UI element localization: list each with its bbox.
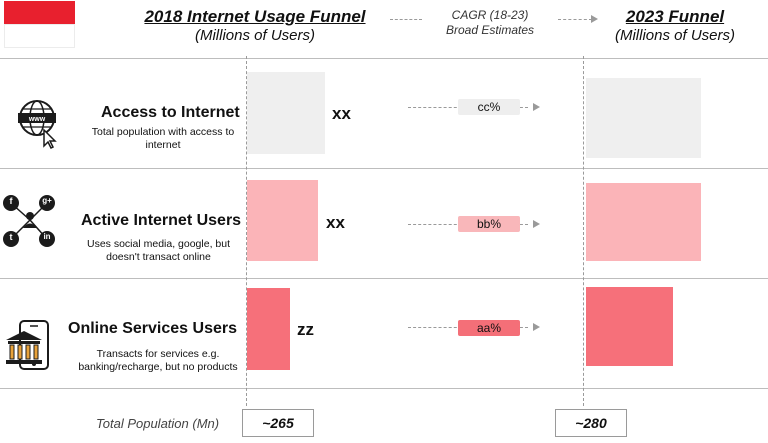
- header-dash-left: [390, 19, 422, 20]
- value-2018-access: xx: [332, 104, 351, 123]
- social-media-icon: [0, 192, 60, 252]
- flag-white-stripe: [4, 24, 75, 48]
- bar-2018-access: [247, 72, 325, 154]
- header-2018-subtitle: (Millions of Users): [194, 27, 315, 44]
- cagr-arrow-online: [533, 323, 540, 331]
- header-2018-title: 2018 Internet Usage Funnel: [144, 7, 366, 26]
- total-2018-box: ~265: [242, 409, 314, 437]
- bar-2023-access: [586, 78, 701, 158]
- bar-2018-active: [247, 180, 318, 261]
- total-population-label: Total Population (Mn): [96, 416, 220, 431]
- cagr-header-line2: Broad Estimates: [445, 23, 535, 37]
- row-desc-access: Total population with access to internet: [91, 126, 235, 151]
- google-plus-icon: g+: [42, 196, 52, 205]
- mobile-bank-icon: [4, 318, 52, 374]
- header-dash-right: [558, 19, 592, 20]
- flag-red-stripe: [4, 1, 75, 24]
- bar-2023-active: [586, 183, 701, 261]
- row-band-3: [0, 278, 768, 389]
- total-2023-box: ~280: [555, 409, 627, 437]
- header-2023-title: 2023 Funnel: [625, 7, 725, 26]
- row-desc-online: Transacts for services e.g. banking/rech…: [78, 348, 238, 373]
- row-title-online: Online Services Users: [68, 320, 237, 337]
- row-title-active: Active Internet Users: [81, 212, 242, 229]
- svg-text:www: www: [28, 116, 46, 123]
- facebook-icon: f: [9, 196, 13, 206]
- value-2018-online: zz: [297, 320, 314, 339]
- row-band-2: [0, 168, 768, 279]
- row-title-access: Access to Internet: [101, 104, 240, 121]
- bar-2018-online: [247, 288, 290, 370]
- guide-2018: [246, 56, 247, 406]
- cagr-header-line1: CAGR (18-23): [451, 8, 529, 22]
- guide-2023: [583, 56, 584, 406]
- row-desc-active: Uses social media, google, but doesn't t…: [87, 238, 230, 263]
- bar-2023-online: [586, 287, 673, 366]
- cagr-pill-online: aa%: [458, 320, 520, 336]
- header-arrow-head: [591, 15, 598, 23]
- globe-www-icon: www: [16, 96, 58, 152]
- row-band-1: [0, 58, 768, 169]
- value-2018-active: xx: [326, 213, 345, 232]
- header-2023-subtitle: (Millions of Users): [614, 27, 735, 44]
- cagr-arrow-access: [533, 103, 540, 111]
- linkedin-icon: in: [43, 232, 51, 241]
- cagr-pill-access: cc%: [458, 99, 520, 115]
- cagr-pill-active: bb%: [458, 216, 520, 232]
- twitter-icon: t: [9, 232, 13, 242]
- cagr-arrow-active: [533, 220, 540, 228]
